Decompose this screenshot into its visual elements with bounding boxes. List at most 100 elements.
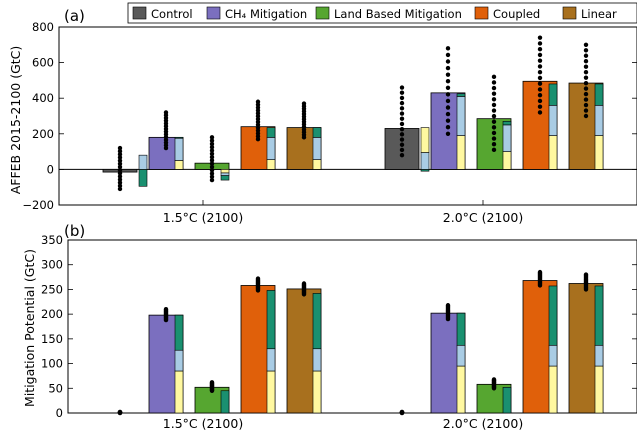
panel-b: (b) Mitigation Potential (GtC) 0 50 100 150… bbox=[22, 222, 637, 431]
ensemble-dot-3-0-13 bbox=[255, 276, 261, 281]
component-3-1-0 bbox=[548, 365, 558, 414]
ensemble-dot-2-1-12 bbox=[491, 80, 497, 85]
ensemble-dot-0-0-10 bbox=[117, 155, 123, 160]
component-1-0-0 bbox=[174, 160, 184, 170]
ensemble-dot-0-1-4 bbox=[399, 132, 405, 137]
ensemble-dot-0-1-8 bbox=[399, 111, 405, 116]
ensemble-dot-3-1-0 bbox=[537, 110, 543, 115]
component-4-0-2 bbox=[312, 293, 322, 350]
ensemble-dot-0-0-9 bbox=[117, 158, 123, 163]
ensemble-dot-1-1-6 bbox=[445, 92, 451, 97]
ytick-label-7: 350 bbox=[41, 233, 63, 247]
component-4-1-2 bbox=[594, 285, 604, 346]
component-2-1-2 bbox=[502, 386, 512, 414]
ensemble-dot-2-0-1 bbox=[209, 174, 215, 179]
ensemble-dot-2-1-2 bbox=[491, 136, 497, 141]
ensemble-dot-2-0-4 bbox=[209, 164, 215, 170]
ensemble-dot-1-1-12 bbox=[445, 52, 451, 58]
ensemble-dot-4-1-8 bbox=[583, 69, 589, 75]
ensemble-dot-1-1-2 bbox=[445, 118, 451, 123]
ensemble-dot-0-1-12 bbox=[399, 90, 405, 95]
component-3-1-2 bbox=[548, 83, 558, 106]
legend-label-2: Land Based Mitigation bbox=[334, 7, 462, 21]
component-2-0-1 bbox=[220, 172, 230, 176]
component-3-0-2 bbox=[266, 127, 276, 138]
component-1-0-1 bbox=[174, 349, 184, 372]
ensemble-dot-4-1-11 bbox=[583, 53, 589, 58]
ensemble-dot-0-0-1 bbox=[117, 183, 123, 189]
ensemble-dot-0-0-13 bbox=[117, 145, 123, 151]
component-4-0-1 bbox=[312, 137, 322, 160]
ensemble-dot-4-1-3 bbox=[583, 97, 589, 102]
ensemble-dot-2-1-13 bbox=[491, 377, 497, 382]
ensemble-dot-3-1-5 bbox=[537, 81, 543, 86]
ensemble-dot-1-0-13 bbox=[163, 307, 169, 312]
component-3-1-1 bbox=[548, 344, 558, 367]
legend-swatch-4 bbox=[562, 6, 577, 20]
ensemble-dot-1-0-13 bbox=[163, 110, 169, 115]
panel-b-xtick-1: 2.0°C (2100) bbox=[443, 416, 523, 431]
ensemble-dot-2-1-0 bbox=[491, 147, 497, 153]
ensemble-dot-0-0-12 bbox=[117, 148, 123, 154]
side-component-1-1 bbox=[420, 152, 430, 170]
ensemble-dot-2-0-11 bbox=[209, 141, 215, 147]
ensemble-dot-2-1-6 bbox=[491, 113, 497, 119]
ensemble-dot-4-1-1 bbox=[583, 108, 589, 113]
ensemble-dot-1-1-11 bbox=[445, 59, 451, 64]
component-2-0-2 bbox=[220, 175, 230, 181]
ensemble-dot-1-1-5 bbox=[445, 98, 451, 104]
component-2-1-1 bbox=[502, 124, 512, 152]
ytick-label-2: 200 bbox=[32, 127, 54, 141]
component-1-0-0 bbox=[174, 370, 184, 414]
ytick-label-4: 200 bbox=[41, 307, 63, 321]
component-3-1-1 bbox=[548, 105, 558, 136]
ytick-label-3: 150 bbox=[41, 332, 63, 346]
legend-label-1: CH₄ Mitigation bbox=[225, 7, 307, 21]
ensemble-dot-3-1-4 bbox=[537, 87, 543, 92]
ensemble-dot-2-0-7 bbox=[209, 154, 215, 160]
ensemble-dot-1-1-13 bbox=[445, 303, 451, 308]
ensemble-dot-3-1-9 bbox=[537, 58, 543, 63]
ensemble-dot-4-0-13 bbox=[301, 281, 307, 286]
panel-a-xtick-1: 2.0°C (2100) bbox=[443, 210, 523, 225]
panel-b-plot: 0 50 100 150 200 250 300 350 bbox=[41, 233, 637, 420]
ensemble-dot-2-0-0 bbox=[209, 177, 215, 183]
ytick-label-2: 100 bbox=[41, 357, 63, 371]
component-3-0-1 bbox=[266, 348, 276, 372]
ytick-label-6: 300 bbox=[41, 258, 63, 272]
component-1-1-0 bbox=[456, 365, 466, 414]
ensemble-dot-3-1-11 bbox=[537, 46, 543, 52]
ensemble-dot-2-0-3 bbox=[209, 168, 215, 173]
ensemble-dot-2-1-10 bbox=[491, 91, 497, 96]
component-1-1-2 bbox=[456, 93, 466, 97]
ensemble-dot-3-1-12 bbox=[537, 41, 543, 46]
ensemble-dot-3-0-13 bbox=[255, 99, 261, 104]
component-4-1-0 bbox=[594, 365, 604, 414]
side-component-0-1 bbox=[138, 154, 148, 170]
ensemble-dot-0-0-7 bbox=[117, 164, 123, 170]
ensemble-dot-2-0-5 bbox=[209, 161, 215, 166]
component-1-0-1 bbox=[174, 137, 184, 161]
legend-label-0: Control bbox=[151, 7, 193, 21]
legend-label-3: Coupled bbox=[493, 7, 540, 21]
legend-swatch-0 bbox=[132, 6, 147, 20]
component-4-1-2 bbox=[594, 83, 604, 106]
panel-b-ylabel: Mitigation Potential (GtC) bbox=[22, 249, 37, 407]
ensemble-dot-2-0-9 bbox=[209, 148, 215, 153]
ensemble-dot-4-1-5 bbox=[583, 86, 589, 91]
component-1-0-2 bbox=[174, 314, 184, 351]
component-4-0-0 bbox=[312, 159, 322, 170]
ensemble-dot-4-1-13 bbox=[583, 42, 589, 47]
legend-swatch-3 bbox=[474, 6, 489, 20]
ensemble-dot-1-1-7 bbox=[445, 85, 451, 90]
plot-frame bbox=[67, 239, 637, 414]
plot-frame bbox=[58, 26, 637, 206]
ensemble-dot-3-1-8 bbox=[537, 64, 543, 69]
ensemble-dot-1-1-0 bbox=[445, 131, 451, 136]
component-3-1-0 bbox=[548, 135, 558, 170]
ensemble-dot-0-1-0 bbox=[399, 152, 405, 158]
ytick-label-1: 0 bbox=[47, 162, 54, 176]
ensemble-dot-2-0-2 bbox=[209, 171, 215, 176]
ensemble-dot-2-0-12 bbox=[209, 138, 215, 143]
